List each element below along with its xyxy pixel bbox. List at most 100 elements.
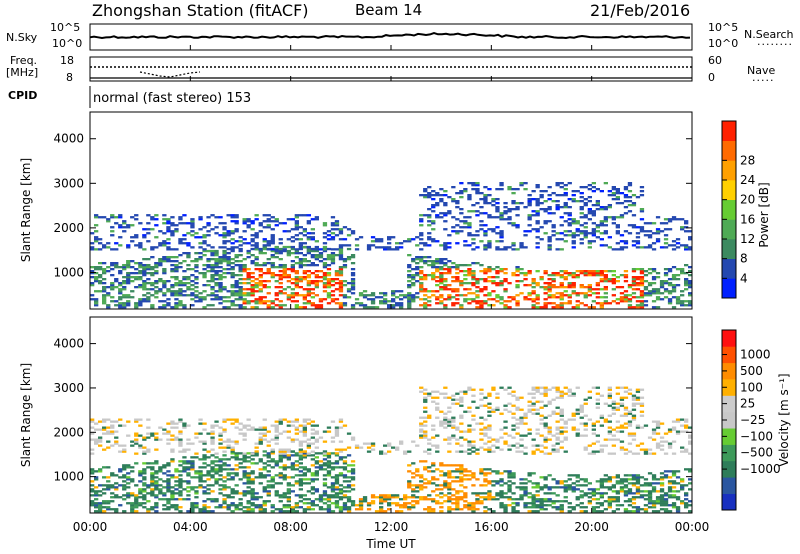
range-cell <box>583 494 588 497</box>
range-cell <box>310 296 315 299</box>
range-cell <box>198 486 203 489</box>
range-cell <box>342 264 348 267</box>
range-cell <box>611 452 616 455</box>
range-cell <box>258 426 263 429</box>
range-cell <box>146 450 151 453</box>
range-cell <box>338 270 344 273</box>
range-cell <box>407 284 412 287</box>
range-cell <box>575 222 580 225</box>
range-cell <box>527 202 532 205</box>
range-cell <box>555 206 560 209</box>
range-cell <box>106 430 111 433</box>
range-cell <box>527 506 532 509</box>
range-cell <box>190 476 195 479</box>
range-cell <box>174 476 179 479</box>
range-cell <box>174 436 179 439</box>
range-cell <box>298 452 303 455</box>
range-cell <box>250 222 255 225</box>
range-cell <box>210 510 215 513</box>
range-cell <box>266 484 271 487</box>
range-cell <box>671 428 677 431</box>
range-cell <box>342 280 348 283</box>
range-cell <box>583 226 588 229</box>
range-cell <box>186 282 191 285</box>
range-cell <box>218 282 223 285</box>
range-cell <box>515 422 520 425</box>
range-cell <box>455 192 460 195</box>
range-cell <box>266 242 271 245</box>
range-cell <box>234 508 239 511</box>
range-cell <box>234 468 239 471</box>
range-cell <box>639 496 645 499</box>
range-cell <box>467 270 472 273</box>
range-cell <box>455 490 460 493</box>
range-cell <box>535 412 540 415</box>
range-cell <box>479 416 484 419</box>
range-cell <box>507 472 512 475</box>
range-cell <box>479 278 484 281</box>
range-cell <box>455 402 460 405</box>
range-cell <box>563 436 568 439</box>
range-cell <box>154 462 159 465</box>
range-cell <box>302 258 307 261</box>
range-cell <box>459 284 464 287</box>
range-cell <box>451 498 456 501</box>
range-cell <box>354 504 360 507</box>
range-cell <box>222 476 227 479</box>
range-cell <box>675 238 681 241</box>
range-cell <box>459 430 464 433</box>
range-cell <box>439 506 444 509</box>
range-cell <box>523 434 528 437</box>
range-cell <box>230 249 235 253</box>
range-cell <box>431 290 436 293</box>
range-cell <box>178 420 183 423</box>
range-cell <box>423 400 428 403</box>
range-cell <box>210 288 215 291</box>
range-cell <box>274 298 279 301</box>
range-cell <box>543 232 548 235</box>
range-cell <box>310 474 315 477</box>
range-cell <box>178 288 183 291</box>
range-cell <box>587 488 592 491</box>
range-cell <box>238 458 243 461</box>
range-cell <box>499 494 504 497</box>
range-cell <box>647 436 653 439</box>
range-cell <box>330 476 336 479</box>
range-cell <box>114 216 119 219</box>
range-cell <box>615 192 620 195</box>
range-cell <box>294 286 299 289</box>
range-cell <box>623 508 629 511</box>
range-cell <box>431 204 436 207</box>
range-cell <box>499 472 504 475</box>
range-cell <box>607 270 612 273</box>
range-cell <box>106 488 111 491</box>
range-cell <box>238 244 243 247</box>
range-cell <box>214 480 219 483</box>
range-cell <box>294 452 299 455</box>
range-cell <box>523 490 528 493</box>
range-cell <box>190 220 195 223</box>
range-cell <box>286 424 291 427</box>
range-cell <box>575 386 580 389</box>
range-cell <box>242 264 247 267</box>
range-cell <box>94 486 99 489</box>
range-cell <box>599 190 604 193</box>
range-cell <box>350 438 356 441</box>
range-cell <box>599 486 604 489</box>
range-cell <box>447 294 452 297</box>
range-cell <box>475 494 480 497</box>
range-cell <box>358 302 364 305</box>
range-cell <box>138 284 143 287</box>
range-cell <box>166 498 171 501</box>
range-cell <box>503 496 508 499</box>
range-cell <box>431 424 436 427</box>
range-cell <box>166 222 171 225</box>
range-cell <box>651 270 657 273</box>
range-cell <box>346 446 352 449</box>
range-cell <box>338 418 344 421</box>
range-cell <box>218 216 223 219</box>
range-cell <box>370 240 376 243</box>
range-cell <box>407 240 412 243</box>
range-cell <box>499 214 504 217</box>
range-cell <box>619 446 625 449</box>
